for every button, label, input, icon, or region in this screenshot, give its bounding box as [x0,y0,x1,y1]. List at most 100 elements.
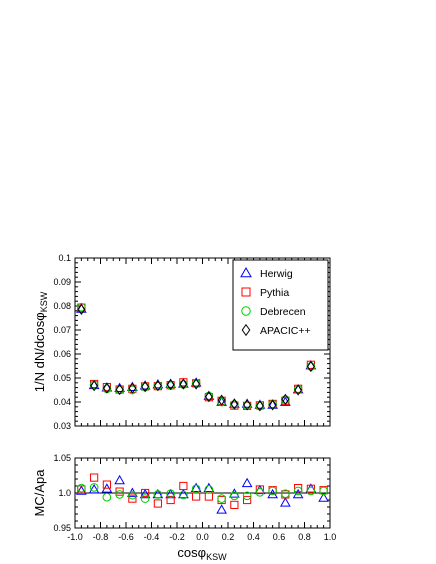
main-point-apacic- [179,378,188,390]
ratio-point-debrecen [230,491,239,501]
main-point-herwig [229,398,240,408]
main-y-tick-label: 0.05 [53,373,71,383]
ratio-point-debrecen [191,484,201,494]
ratio-point-herwig [76,485,87,495]
legend-box [232,259,329,351]
ratio-point-debrecen [102,492,112,502]
ratio-point-debrecen [179,490,188,500]
ratio-plot-series [76,473,329,514]
ratio-point-herwig [229,488,240,498]
x-tick-label: -1.0 [67,532,83,542]
ratio-tick-marks [74,457,331,529]
ratio-point-herwig [88,483,100,494]
ratio-y-tick-label: 0.95 [53,523,71,533]
x-axis-title: cosφKSW [177,545,227,562]
main-point-apacic- [166,378,175,391]
ratio-point-pythia [243,495,252,505]
legend-marker-apacic- [241,323,251,337]
x-tick-label: -0.4 [144,532,160,542]
legend-label: Herwig [260,268,293,280]
main-point-apacic- [281,393,290,405]
legend-marker-herwig [240,266,252,278]
main-y-tick-label: 0.09 [53,277,71,287]
main-y-tick-label: 0.1 [58,253,71,263]
ratio-y-tick-label: 1.05 [53,453,71,463]
ratio-point-debrecen [140,494,150,503]
ratio-point-pythia [141,488,150,498]
ratio-point-pythia [204,492,213,501]
ratio-point-debrecen [217,494,226,503]
ratio-point-pythia [115,487,124,496]
ratio-point-pythia [230,500,239,509]
x-tick-label: 1.0 [324,532,337,542]
main-point-apacic- [77,303,86,315]
main-y-tick-labels: 0.03 0.04 0.05 0.06 0.07 0.08 0.09 0.1 [53,253,71,431]
main-point-apacic- [141,381,150,393]
x-tick-label: 0.0 [196,532,209,542]
ratio-point-herwig [241,477,253,488]
ratio-point-herwig [216,504,227,514]
legend-label: Pythia [260,287,289,299]
ratio-point-herwig [139,488,151,499]
ratio-point-pythia [90,473,99,482]
x-tick-label: -0.2 [169,532,185,542]
ratio-point-debrecen [255,487,265,497]
ratio-point-pythia [192,492,201,501]
main-y-tick-label: 0.06 [53,349,71,359]
ratio-point-debrecen [242,491,252,501]
ratio-point-debrecen [319,486,328,496]
main-point-apacic- [128,382,137,394]
ratio-y-axis-title: MC/Apa [32,469,47,517]
ratio-point-debrecen [268,486,277,496]
x-tick-label: 0.4 [247,532,260,542]
main-point-apacic- [153,380,162,392]
ratio-point-debrecen [128,490,137,500]
legend-marker-pythia [241,287,251,297]
main-point-debrecen [128,385,137,395]
ratio-point-herwig [203,482,215,492]
main-point-apacic- [230,398,239,410]
ratio-point-debrecen [115,490,124,499]
ratio-point-debrecen [281,489,290,499]
legend-marker-debrecen [241,306,251,316]
ratio-point-pythia [166,495,175,505]
main-point-apacic- [204,391,213,403]
main-y-tick-label: 0.07 [53,325,71,335]
main-point-apacic- [255,400,264,412]
ratio-point-pythia [102,480,111,489]
ratio-point-herwig [280,497,291,507]
main-point-apacic- [90,380,99,392]
x-tick-label: 0.8 [298,532,311,542]
ratio-point-pythia [255,485,264,494]
main-point-apacic- [192,378,201,390]
main-point-apacic- [243,399,252,411]
legend: Herwig Pythia Debrecen APACIC++ [232,259,329,351]
main-point-apacic- [306,360,315,373]
ratio-point-debrecen [153,490,163,499]
ratio-point-herwig [114,474,125,485]
ratio-point-pythia [153,499,162,508]
ratio-point-pythia [294,484,303,493]
main-point-apacic- [102,382,111,394]
ratio-y-tick-label: 1.0 [58,488,71,498]
ratio-point-debrecen [77,483,86,493]
main-y-tick-label: 0.08 [53,301,71,311]
main-y-tick-label: 0.03 [53,421,71,431]
main-y-axis-title: 1/N dN/dcosφKSW [32,291,49,392]
ratio-point-herwig [318,492,329,502]
ratio-point-pythia [128,494,137,503]
ratio-point-debrecen [89,483,99,492]
main-point-apacic- [115,383,124,396]
main-y-tick-label: 0.04 [53,397,71,407]
ratio-point-debrecen [293,486,303,496]
x-tick-label: -0.6 [118,532,134,542]
ratio-point-debrecen [204,485,214,494]
ratio-y-tick-labels: 0.95 1.0 1.05 [53,453,71,533]
x-tick-label: 0.2 [222,532,235,542]
main-point-debrecen [77,302,86,312]
main-point-apacic- [268,399,277,411]
main-plot-series [76,301,329,412]
legend-label: APACIC++ [260,325,311,337]
ratio-point-herwig [178,488,189,499]
